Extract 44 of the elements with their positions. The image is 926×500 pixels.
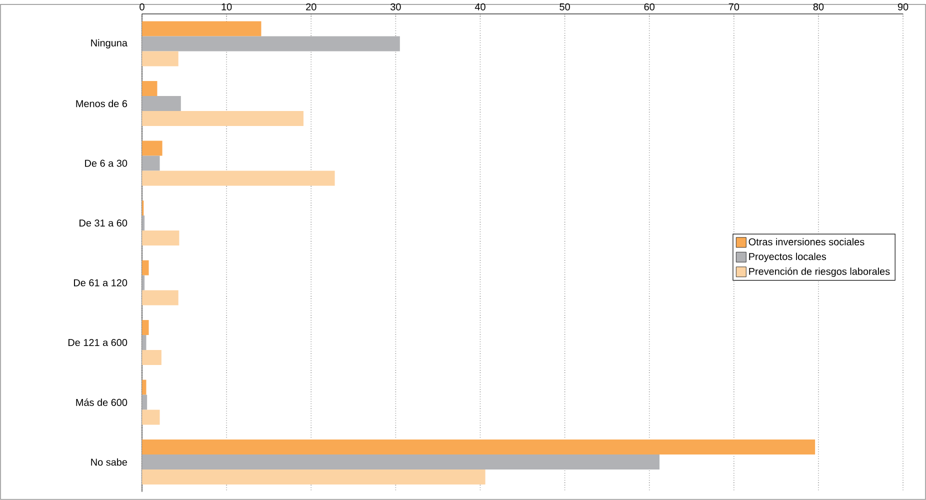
bar (142, 216, 145, 231)
bar (142, 275, 145, 290)
bar (142, 335, 146, 350)
bar (142, 170, 335, 186)
x-tick-label: 50 (560, 3, 570, 10)
bar (142, 140, 162, 156)
bar (142, 320, 149, 336)
bar (142, 470, 486, 485)
x-tick-label: 30 (390, 3, 401, 10)
bar (142, 156, 160, 171)
y-tick-label: De 121 a 600 (68, 339, 128, 346)
bar (142, 36, 400, 52)
x-tick-label: 40 (474, 3, 486, 10)
x-tick-label: 10 (222, 3, 232, 10)
bar (142, 394, 148, 410)
y-tick-label: De 6 a 30 (85, 160, 128, 167)
x-tick-label: 0 (140, 3, 144, 10)
y-tick-label: No sabe (91, 458, 128, 466)
bar (142, 260, 149, 276)
x-tick-label: 80 (813, 3, 824, 10)
bar (142, 410, 160, 425)
y-tick-label: De 31 a 60 (80, 220, 128, 227)
bar (142, 81, 158, 96)
bar (142, 454, 660, 470)
y-tick-label: Ninguna (91, 39, 128, 48)
bar (142, 230, 180, 246)
legend-label: Otras inversiones sociales (748, 238, 864, 246)
bar (142, 380, 146, 395)
legend-label: Proyectos locales (749, 252, 826, 262)
bar (142, 96, 181, 112)
bar (142, 21, 262, 36)
legend-label: Prevención de riesgos laborales (749, 268, 890, 277)
bar (142, 51, 178, 66)
bar (142, 440, 816, 455)
x-tick-label: 70 (728, 3, 740, 10)
bar (142, 350, 162, 366)
y-tick-label: De 61 a 120 (74, 279, 128, 286)
y-tick-label: Menos de 6 (76, 100, 128, 108)
bar (142, 111, 304, 126)
y-tick-label: Más de 600 (76, 398, 128, 406)
x-tick-label: 60 (644, 3, 654, 10)
bar (142, 290, 178, 306)
x-tick-label: 20 (306, 3, 316, 10)
x-tick-label: 90 (898, 3, 908, 10)
